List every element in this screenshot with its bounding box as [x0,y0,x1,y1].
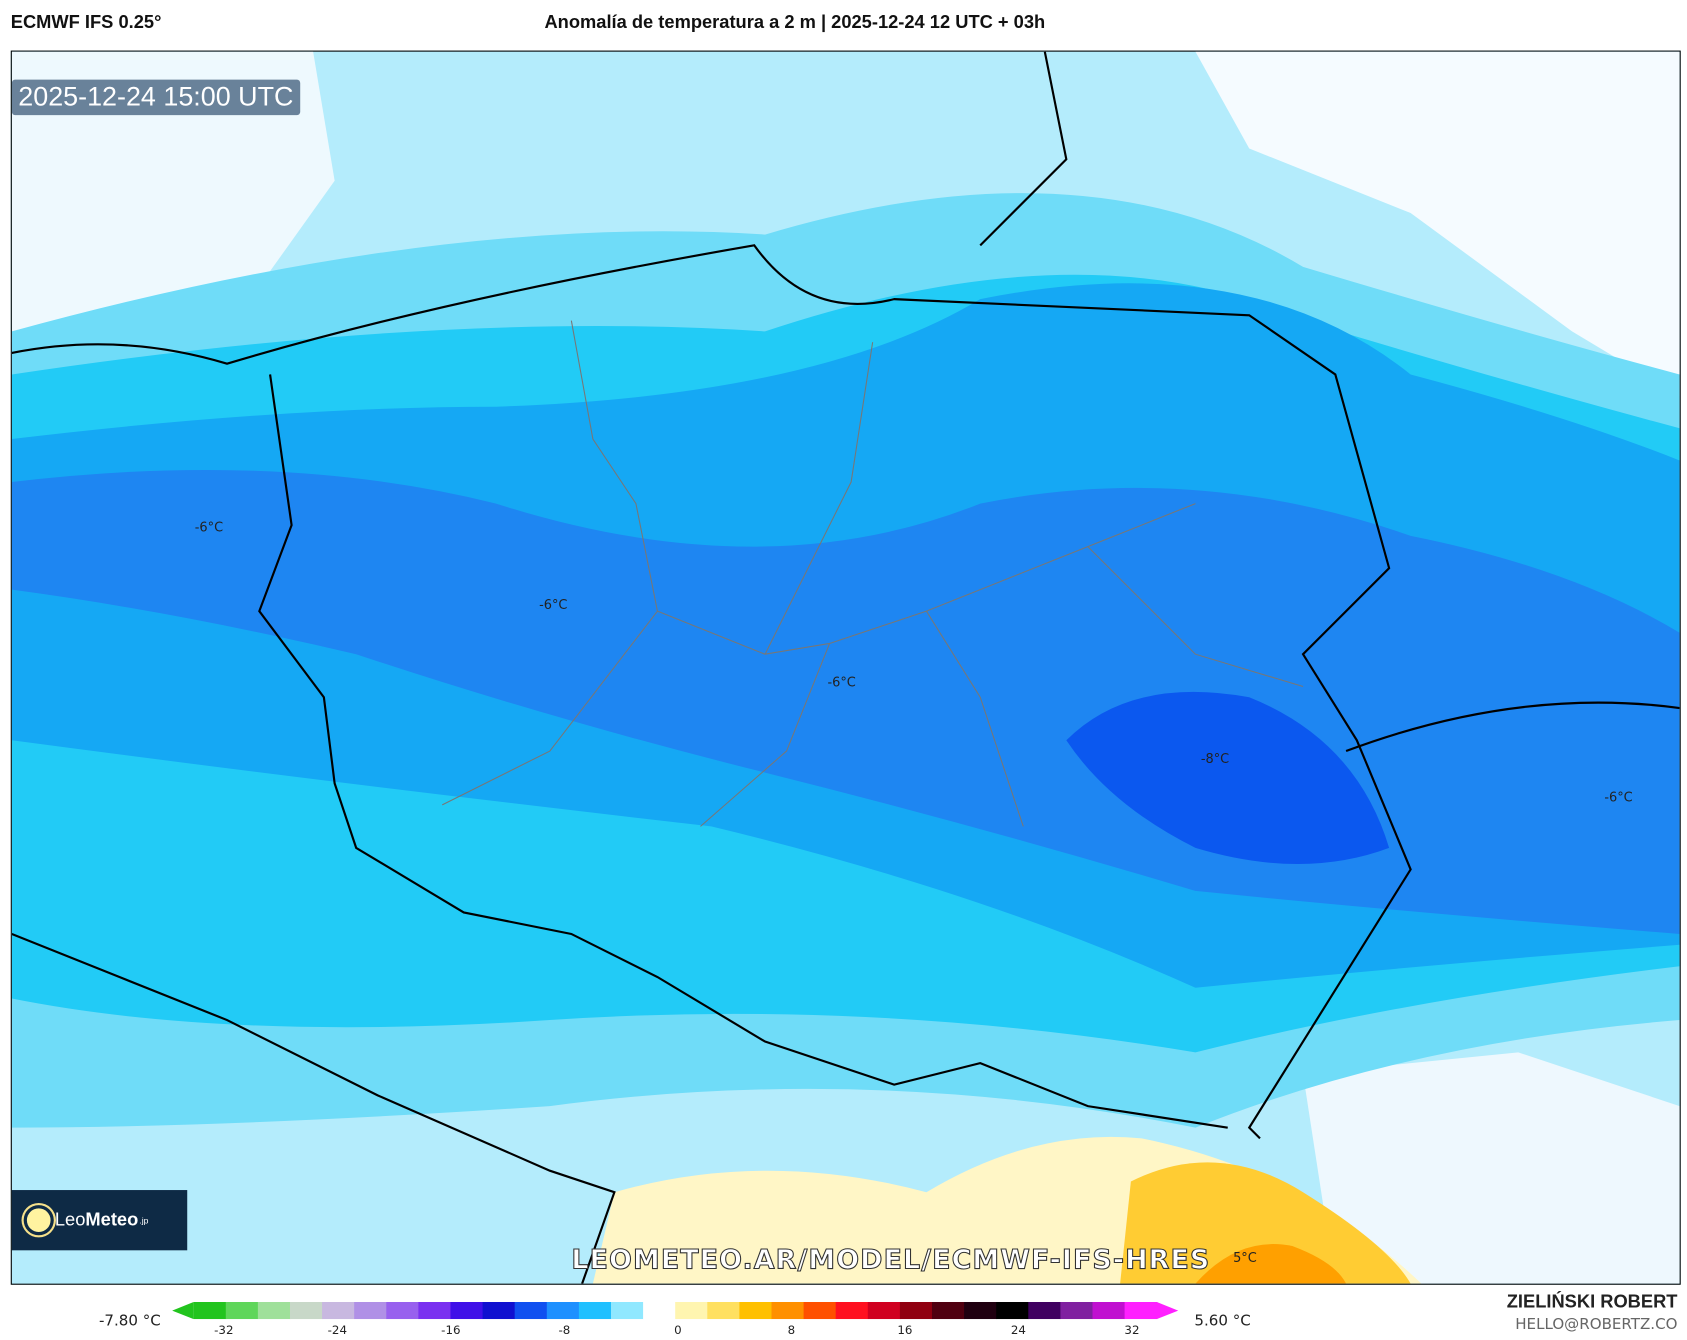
colorbar-max-label: 5.60 °C [1194,1312,1251,1330]
leometeo-logo[interactable]: Leo Meteo .jp [11,1190,188,1251]
colorbar-segment [482,1301,516,1320]
colorbar-segment [1124,1301,1158,1320]
colorbar-segment [899,1301,933,1320]
colorbar-tick-label: -32 [214,1323,234,1338]
country-border [1345,701,1680,753]
colorbar-segment [675,1301,708,1320]
author-name: ZIELIŃSKI ROBERT [1506,1291,1678,1312]
colorbar-segment [418,1301,452,1320]
logo-suffix: .jp [139,1215,149,1226]
colorbar-segment [578,1301,612,1320]
logo-text: Leo [54,1209,86,1230]
colorbar-segment [450,1301,484,1320]
logo-text-bold: Meteo [85,1209,139,1230]
sun-icon [26,1208,51,1233]
colorbar-tick-label: 32 [1124,1323,1140,1338]
valid-time-badge: 2025-12-24 15:00 UTC [11,79,300,116]
colorbar-segment [289,1301,323,1320]
near-zero-region-nw [11,51,335,343]
positive-anomaly-core [1120,1162,1411,1284]
temperature-anomaly-map[interactable]: 2025-12-24 15:00 UTC -6°C -6°C -6°C -8°C… [10,50,1681,1285]
colorbar-segment [771,1301,805,1320]
colorbar-extend-arrow [1156,1301,1179,1320]
colorbar-tick-label: 24 [1010,1323,1026,1338]
contour-label: 5°C [1233,1250,1257,1266]
colorbar-segment [193,1301,227,1320]
contour-label: -6°C [1604,789,1633,805]
colorbar-tick-label: 16 [897,1323,913,1338]
country-border [258,374,1228,1129]
colorbar-segment [514,1301,548,1320]
colorbar-segment [996,1301,1029,1320]
colorbar-tick-label: -24 [327,1323,347,1338]
colorbar-segment [1028,1301,1061,1320]
colorbar-segment [931,1301,965,1320]
colorbar-tick-label: -8 [558,1323,571,1338]
colorbar-segment [1060,1301,1094,1320]
country-border [979,51,1068,247]
source-watermark: LEOMETEO.AR/MODEL/ECMWF-IFS-HRES [571,1243,1211,1276]
colorbar-tick-label: 0 [674,1323,682,1338]
colorbar-segment [225,1301,259,1320]
near-zero-region-ne [1195,51,1680,396]
colorbar-tick-label: -16 [441,1323,461,1338]
near-zero-region-se [1303,1052,1680,1284]
colorbar-segment [546,1301,580,1320]
colorbar-min-label: -7.80 °C [98,1312,161,1330]
map-title: Anomalía de temperatura a 2 m | 2025-12-… [544,11,1046,33]
contour-label: -6°C [827,674,856,690]
contour-label: -6°C [194,519,224,535]
contour-label: -6°C [539,597,568,613]
colorbar-segment [835,1301,869,1320]
colorbar-segment [322,1301,355,1320]
colorbar-segment [803,1301,837,1320]
colorbar-segment [739,1301,773,1320]
colorbar-segment [257,1301,291,1320]
positive-anomaly-peak [1195,1244,1347,1284]
colorbar-segment [354,1301,387,1320]
colorbar-segment [386,1301,419,1320]
contour-label: -8°C [1200,751,1230,767]
colorbar-segment [643,1301,676,1320]
colorbar-segment [964,1301,997,1320]
colorbar-tick-label: 8 [787,1323,796,1338]
model-name: ECMWF IFS 0.25° [10,11,162,33]
anomaly-field [11,51,1680,1284]
colorbar-extend-arrow [172,1301,194,1320]
colorbar-segment [1092,1301,1126,1320]
colorbar-segment [610,1301,644,1320]
colorbar-segment [707,1301,740,1320]
coastline [11,244,1412,1140]
country-border [11,932,616,1284]
anomaly-core-minus8 [1066,691,1390,865]
colorbar [172,1301,1179,1320]
author-email[interactable]: HELLO@ROBERTZ.CO [1515,1315,1678,1334]
colorbar-segment [867,1301,901,1320]
region-borders [441,320,1304,827]
